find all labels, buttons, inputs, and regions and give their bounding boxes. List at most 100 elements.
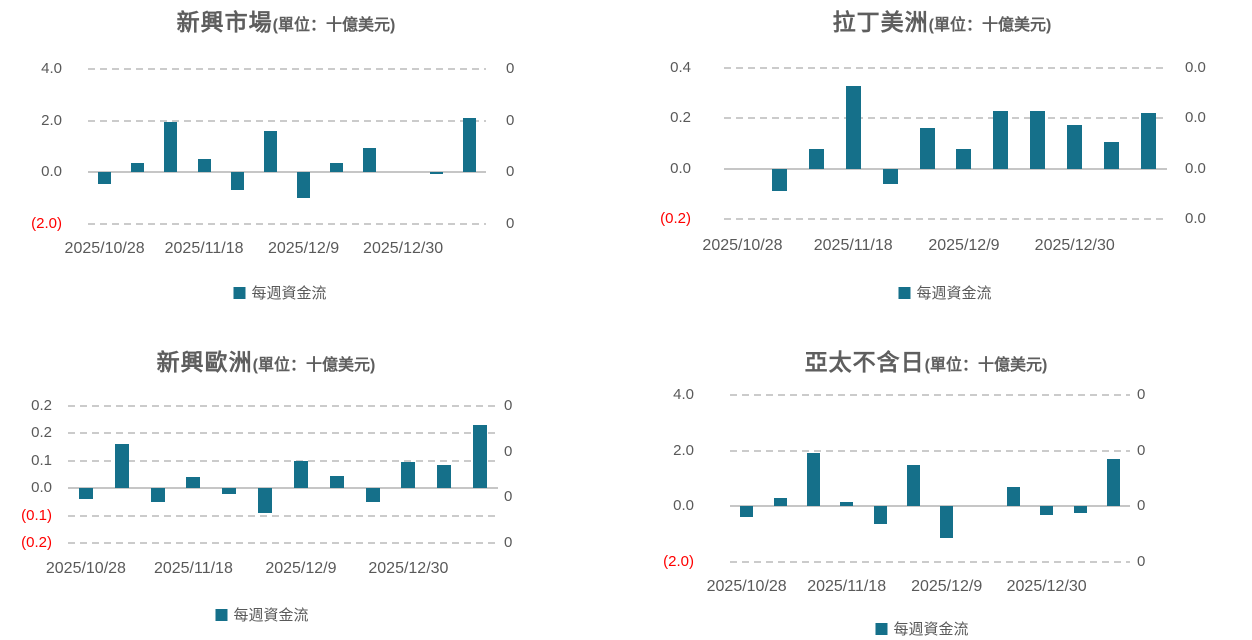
legend-label: 每週資金流 — [251, 285, 327, 302]
right-axis-tick-label: 0 — [504, 488, 513, 506]
legend-marker-icon — [215, 608, 228, 621]
right-axis-tick-label: 0 — [1137, 441, 1146, 459]
bar-weekly-flow — [230, 172, 244, 191]
right-axis-tick-label: 0 — [1137, 497, 1146, 515]
chart-emerging-europe: 新興歐洲(單位：十億美元) 0.2 0.2 0.1 0.0 (0.1) (0.2) 0 0 0… — [0, 320, 626, 640]
legend: 每週資金流 — [215, 604, 309, 625]
x-axis-tick-label: 2025/11/18 — [813, 237, 893, 254]
bar-weekly-flow — [1073, 506, 1087, 514]
gridline — [730, 449, 1130, 452]
gridline — [730, 561, 1130, 563]
x-axis-tick-label: 2025/10/28 — [706, 578, 787, 595]
zero-axis-line — [68, 487, 498, 490]
x-axis-tick-label: 2025/11/18 — [807, 578, 887, 595]
bar-weekly-flow — [437, 464, 452, 489]
x-axis-tick-label: 2025/12/9 — [267, 240, 340, 257]
right-axis-tick-label: 0 — [504, 442, 513, 460]
legend: 每週資金流 — [875, 618, 969, 639]
gridline — [724, 67, 1167, 69]
legend-marker-icon — [233, 286, 246, 299]
bar-weekly-flow — [940, 506, 954, 539]
bar-weekly-flow — [258, 488, 273, 513]
x-axis-tick-label: 2025/10/28 — [64, 240, 145, 257]
bar-weekly-flow — [956, 148, 972, 169]
chart-asia-pacific-ex-japan: 亞太不含日(單位：十億美元) 4.0 2.0 0.0 (2.0) 0 0 0 0 2025/… — [626, 320, 1252, 640]
bar-weekly-flow — [363, 147, 377, 173]
bar-weekly-flow — [150, 488, 165, 502]
zero-axis-line — [730, 505, 1130, 508]
left-axis-tick-label: (0.2) — [21, 534, 52, 551]
bar-weekly-flow — [164, 121, 178, 173]
bar-weekly-flow — [773, 497, 787, 507]
bar-weekly-flow — [1141, 113, 1157, 169]
right-axis-tick-label: 0 — [506, 111, 515, 129]
gridline — [88, 223, 486, 225]
bar-weekly-flow — [740, 506, 754, 518]
x-axis-tick-label: 2025/12/30 — [1006, 578, 1087, 595]
chart-title-text: 拉丁美洲 — [832, 9, 929, 35]
bar-weekly-flow — [771, 168, 787, 192]
bar-weekly-flow — [462, 118, 476, 173]
left-axis-tick-label: 0.2 — [670, 109, 691, 127]
left-axis-tick-label: 0.0 — [41, 163, 62, 181]
left-axis-tick-label: 2.0 — [673, 441, 694, 459]
bar-weekly-flow — [365, 488, 380, 502]
gridline — [724, 218, 1167, 220]
gridline — [730, 394, 1130, 396]
bar-weekly-flow — [840, 502, 854, 507]
left-axis-tick-label: 0.0 — [670, 159, 691, 177]
x-axis-tick-label: 2025/11/18 — [153, 560, 233, 577]
bar-weekly-flow — [263, 131, 277, 173]
bar-weekly-flow — [993, 110, 1009, 169]
plot-area — [68, 405, 498, 544]
bar-weekly-flow — [1104, 142, 1120, 169]
left-axis-tick-label: 0.4 — [670, 59, 691, 76]
bar-weekly-flow — [919, 128, 935, 169]
bar-weekly-flow — [873, 506, 887, 525]
bar-weekly-flow — [222, 488, 237, 494]
chart-latin-america: 拉丁美洲(單位：十億美元) 0.4 0.2 0.0 (0.2) 0.0 0.0 0.0 0.… — [626, 0, 1252, 320]
bar-weekly-flow — [197, 159, 211, 173]
bar-weekly-flow — [906, 464, 920, 507]
chart-title: 新興市場(單位：十億美元) — [177, 7, 396, 41]
chart-emerging-markets: 新興市場(單位：十億美元) 4.0 2.0 0.0 (2.0) 0 0 0 0 2025/1… — [0, 0, 626, 320]
left-axis-tick-label: 0.0 — [31, 479, 52, 497]
left-axis-tick-label: (2.0) — [663, 553, 694, 570]
right-axis-tick-label: 0.0 — [1185, 59, 1206, 76]
gridline — [68, 542, 498, 544]
legend-label: 每週資金流 — [916, 285, 992, 302]
chart-title: 亞太不含日(單位：十億美元) — [805, 347, 1048, 381]
legend: 每週資金流 — [233, 282, 327, 303]
gridline — [724, 117, 1167, 120]
left-axis-tick-label: (0.2) — [660, 210, 691, 227]
left-axis-tick-label: 0.1 — [31, 451, 52, 469]
right-axis-tick-label: 0 — [1137, 553, 1146, 570]
right-axis-tick-label: 0.0 — [1185, 210, 1206, 227]
plot-area — [88, 68, 486, 225]
bar-weekly-flow — [297, 172, 311, 199]
zero-axis-line — [88, 171, 486, 174]
legend-label: 每週資金流 — [233, 607, 309, 624]
x-axis-tick-label: 2025/12/30 — [368, 560, 449, 577]
zero-axis-line — [724, 167, 1167, 170]
legend-marker-icon — [898, 286, 911, 299]
plot-area — [724, 67, 1167, 220]
legend: 每週資金流 — [898, 282, 992, 303]
left-axis-tick-label: (0.1) — [21, 506, 52, 524]
chart-title-text: 新興歐洲 — [156, 349, 253, 375]
bar-weekly-flow — [98, 172, 112, 184]
right-axis-tick-label: 0 — [504, 534, 513, 551]
bar-weekly-flow — [845, 85, 861, 169]
chart-title-unit: (單位：十億美元) — [252, 357, 376, 374]
bar-weekly-flow — [806, 453, 820, 507]
chart-title-unit: (單位：十億美元) — [924, 357, 1048, 374]
legend-label: 每週資金流 — [893, 621, 969, 638]
legend-marker-icon — [875, 622, 888, 635]
bar-weekly-flow — [330, 163, 344, 173]
x-axis-tick-label: 2025/12/9 — [928, 237, 1000, 254]
x-axis-tick-label: 2025/12/30 — [363, 240, 444, 257]
left-axis-tick-label: 4.0 — [673, 386, 694, 403]
left-axis-tick-label: 0.2 — [31, 397, 52, 414]
bar-weekly-flow — [1067, 124, 1083, 169]
